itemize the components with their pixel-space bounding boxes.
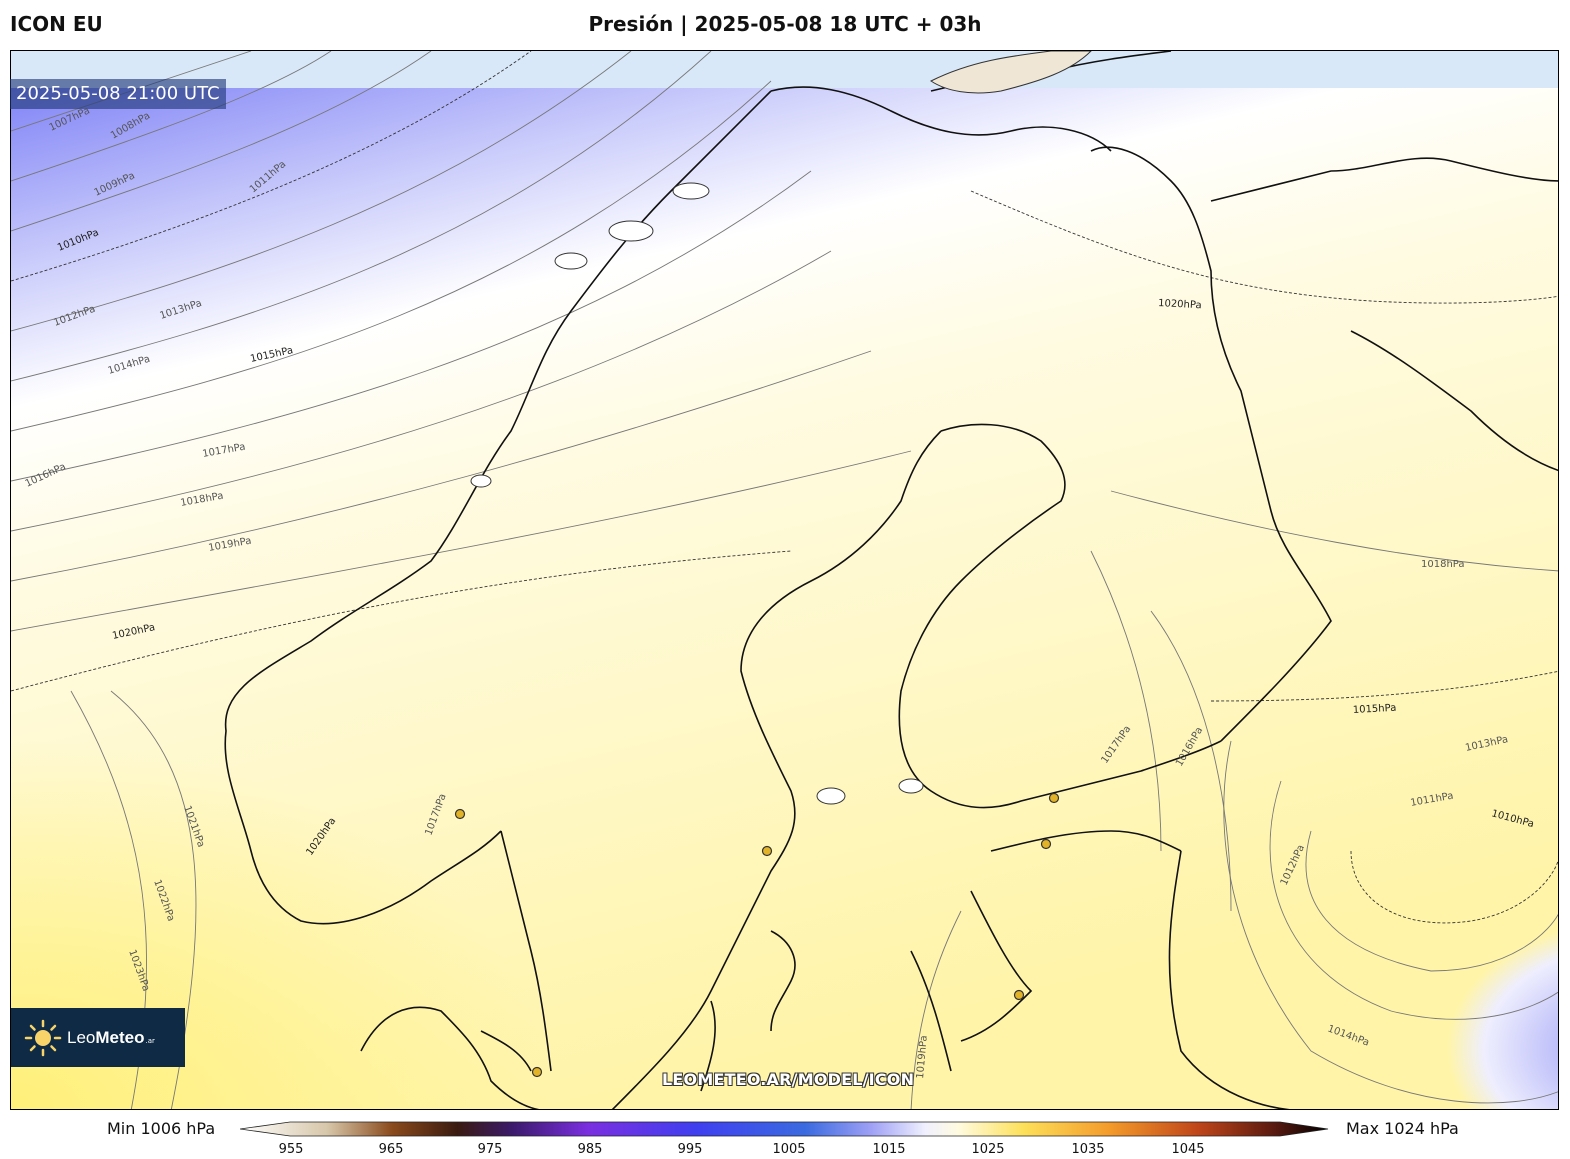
colorbar-tick: 985 bbox=[577, 1142, 603, 1157]
site-watermark: LEOMETEO.AR/MODEL/ICON bbox=[662, 1070, 915, 1089]
colorbar-tick: 995 bbox=[677, 1142, 703, 1157]
leometeo-logo[interactable]: LeoMeteo .ar bbox=[11, 1008, 185, 1067]
sun-icon bbox=[24, 1019, 62, 1056]
valid-time-badge: 2025-05-08 21:00 UTC bbox=[10, 79, 226, 109]
city-stockholm bbox=[761, 845, 773, 857]
isobar-label: 1018hPa bbox=[1421, 559, 1465, 570]
city-oslo bbox=[454, 808, 466, 820]
colorbar-tick: 1005 bbox=[772, 1142, 806, 1157]
isobar-label: 1015hPa bbox=[1353, 703, 1397, 716]
city-helsinki bbox=[1048, 792, 1060, 804]
svalbard-ice bbox=[930, 51, 1092, 94]
arctic-sea-band bbox=[11, 51, 1558, 88]
colorbar-tick: 965 bbox=[378, 1142, 404, 1157]
isobar-label: 1020hPa bbox=[1158, 298, 1202, 311]
colorbar-tick: 955 bbox=[278, 1142, 304, 1157]
isobar-label: 1019hPa bbox=[915, 1035, 930, 1079]
city-riga bbox=[1013, 989, 1025, 1001]
map-canvas: 1007hPa 1008hPa 1009hPa 1010hPa 1011hPa … bbox=[11, 51, 1558, 1109]
coastlines bbox=[224, 51, 1558, 1109]
colorbar bbox=[239, 1120, 1330, 1142]
colorbar-tick: 1035 bbox=[1071, 1142, 1105, 1157]
islands bbox=[470, 182, 924, 805]
colorbar-tick: 1045 bbox=[1171, 1142, 1205, 1157]
colorbar-tick: 1015 bbox=[872, 1142, 906, 1157]
model-name: ICON EU bbox=[10, 12, 103, 36]
pressure-map: 1007hPa 1008hPa 1009hPa 1010hPa 1011hPa … bbox=[10, 50, 1559, 1110]
colorbar-min-label: Min 1006 hPa bbox=[107, 1119, 216, 1138]
logo-text: LeoMeteo bbox=[67, 1027, 145, 1047]
chart-title: Presión | 2025-05-08 18 UTC + 03h bbox=[588, 12, 982, 36]
colorbar-strip bbox=[239, 1121, 1329, 1137]
city-markers bbox=[454, 792, 1060, 1078]
city-tallinn bbox=[1040, 838, 1052, 850]
colorbar-tick: 1025 bbox=[971, 1142, 1005, 1157]
colorbar-max-label: Max 1024 hPa bbox=[1346, 1119, 1459, 1138]
colorbar-tick: 975 bbox=[477, 1142, 503, 1157]
logo-suffix: .ar bbox=[145, 1036, 155, 1045]
city-copenhagen bbox=[531, 1066, 543, 1078]
